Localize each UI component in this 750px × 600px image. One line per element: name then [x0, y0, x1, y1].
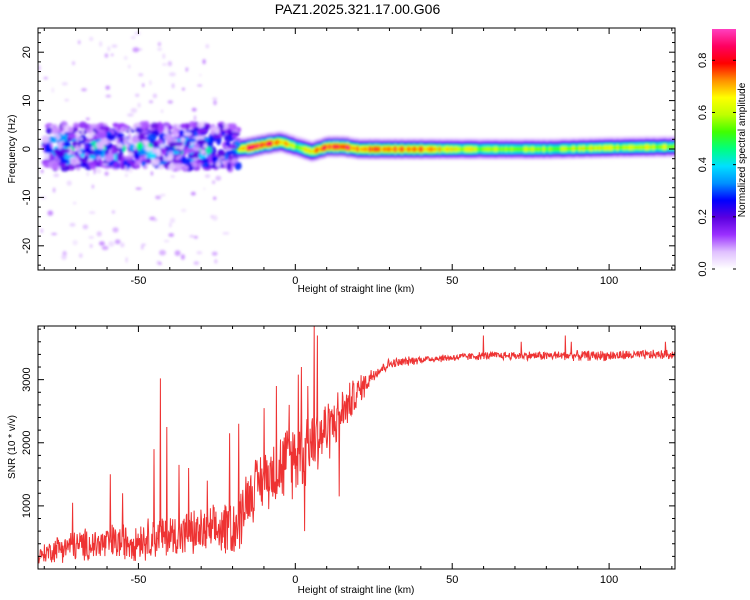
spectrogram-y-axis-label: Frequency (Hz) [7, 115, 18, 184]
spectrogram-x-tick-label: 50 [446, 275, 458, 287]
snr-x-tick-label: 50 [446, 574, 458, 586]
spectrogram-x-tick-label: 0 [292, 275, 298, 287]
spectrogram-y-tick-label: -20 [21, 238, 33, 254]
colorbar-tick-label: 0.4 [697, 157, 709, 172]
spectrogram-cells [232, 131, 675, 163]
snr-frame [37, 325, 676, 570]
chart-title: PAZ1.2025.321.17.00.G06 [274, 1, 441, 17]
colorbar-label: Normalized spectral amplitude [737, 82, 748, 217]
snr-y-axis-label: SNR (10 * v/v) [7, 415, 18, 479]
snr-y-tick-label: 3000 [21, 367, 33, 391]
snr-x-tick-label: 100 [600, 574, 618, 586]
spectrogram-y-tick-label: 0 [21, 146, 33, 152]
spectrogram-x-tick-label: 100 [600, 275, 618, 287]
snr-y-tick-label: 2000 [21, 431, 33, 455]
spectrogram-y-tick-label: -10 [21, 189, 33, 205]
colorbar-tick-label: 0.2 [697, 209, 709, 224]
snr-panel: -50 0 50 100 1000 2000 3000 Height of straight… [7, 325, 676, 596]
snr-series-line [38, 326, 675, 564]
colorbar-tick-label: 0.0 [697, 261, 709, 276]
spectrogram-y-tick-label: 10 [21, 94, 33, 106]
colorbar-gradient [712, 29, 736, 269]
colorbar-tick-label: 0.8 [697, 53, 709, 68]
spectrogram-y-tick-label: 20 [21, 46, 33, 58]
colorbar: 0.0 0.2 0.4 0.6 0.8 Normalized spectral ampl… [697, 29, 748, 277]
colorbar-tick-label: 0.6 [697, 105, 709, 120]
spectrogram-panel: -50 0 50 100 -20 -10 0 10 20 Height of straight … [7, 27, 676, 295]
snr-y-tick-label: 1000 [21, 494, 33, 518]
spectrogram-scatter [38, 31, 242, 265]
spectrogram-x-tick-label: -50 [130, 275, 146, 287]
snr-x-tick-label: -50 [130, 574, 146, 586]
spectrogram-image [38, 31, 675, 265]
spectrogram-x-axis-label: Height of straight line (km) [298, 284, 415, 295]
snr-x-tick-label: 0 [292, 574, 298, 586]
snr-x-axis-label: Height of straight line (km) [298, 585, 415, 596]
